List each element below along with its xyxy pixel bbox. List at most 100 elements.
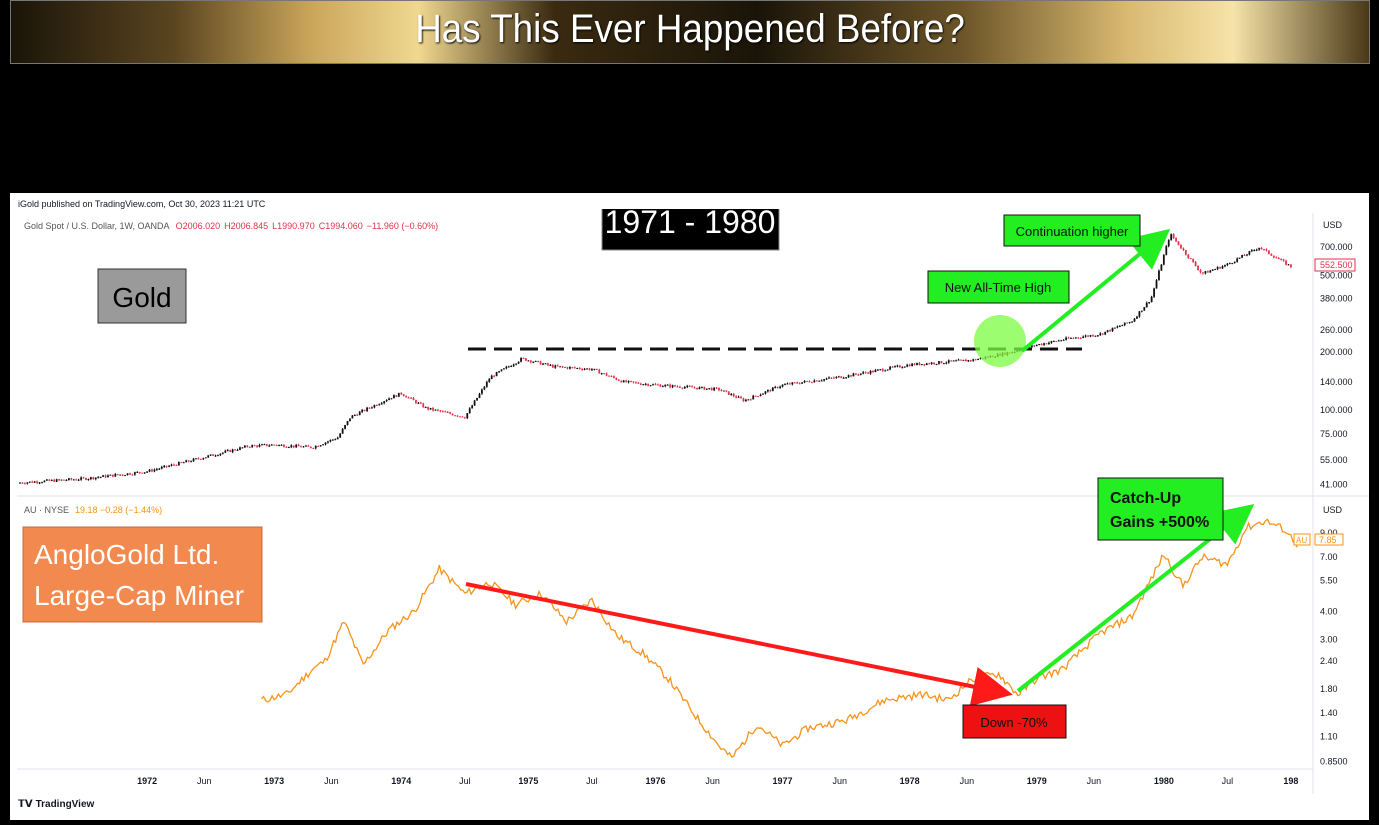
gold-candle bbox=[107, 475, 109, 478]
gold-candle bbox=[1187, 254, 1190, 258]
x-tick-8: 1976 bbox=[645, 776, 665, 786]
gold-candle bbox=[1062, 339, 1065, 341]
x-tick-9: Jun bbox=[705, 776, 720, 786]
gold-candle bbox=[116, 474, 119, 476]
gold-candle bbox=[742, 398, 745, 402]
gold-candle bbox=[666, 384, 669, 386]
gold-candle bbox=[852, 373, 855, 377]
gold-candle bbox=[534, 360, 537, 362]
gold-candle bbox=[947, 360, 950, 363]
gold-candle bbox=[175, 464, 178, 466]
gold-candle bbox=[788, 383, 791, 385]
gold-candle bbox=[908, 364, 911, 367]
gold-candle bbox=[412, 397, 415, 401]
gold-candle bbox=[192, 458, 195, 462]
gold-candle bbox=[1216, 267, 1219, 270]
au-y-tick-2: 5.50 bbox=[1320, 576, 1338, 586]
gold-candle bbox=[527, 360, 530, 362]
gold-candle bbox=[151, 469, 153, 472]
gold-candle bbox=[476, 397, 478, 401]
gold-candle bbox=[1182, 248, 1185, 251]
gold-y-tick-1: 500.000 bbox=[1320, 270, 1353, 280]
gold-candle bbox=[581, 368, 584, 370]
gold-candle bbox=[635, 382, 637, 384]
gold-candle bbox=[383, 401, 386, 404]
gold-candle bbox=[493, 375, 496, 377]
gold-candle bbox=[199, 458, 202, 460]
gold-candle bbox=[283, 444, 285, 447]
gold-candle bbox=[708, 388, 711, 390]
gold-candle bbox=[1236, 258, 1239, 262]
gold-candle bbox=[488, 379, 491, 382]
au-last-price-tag: AU 7.85 bbox=[1293, 533, 1344, 546]
gold-candle bbox=[353, 414, 356, 416]
gold-candle bbox=[842, 377, 845, 379]
x-tick-16: 1980 bbox=[1154, 776, 1174, 786]
gold-candle bbox=[314, 445, 317, 449]
gold-candle bbox=[390, 398, 393, 400]
gold-candle bbox=[889, 366, 892, 370]
gold-candle bbox=[806, 380, 808, 382]
x-tick-11: Jun bbox=[832, 776, 847, 786]
au-down-arrow bbox=[465, 582, 1013, 707]
gold-candle bbox=[1104, 331, 1107, 335]
gold-candle bbox=[769, 390, 772, 392]
gold-candle bbox=[603, 373, 606, 375]
gold-candle bbox=[1248, 251, 1251, 255]
svg-text:Down -70%: Down -70% bbox=[980, 715, 1048, 730]
gold-candle bbox=[720, 390, 723, 392]
gold-candle bbox=[920, 364, 923, 366]
gold-candle bbox=[65, 480, 68, 482]
gold-candle bbox=[1206, 271, 1209, 273]
svg-text:Continuation higher: Continuation higher bbox=[1016, 224, 1129, 239]
gold-candle bbox=[94, 477, 97, 480]
gold-candle bbox=[938, 361, 940, 364]
gold-candle bbox=[930, 362, 933, 364]
x-tick-4: 1974 bbox=[391, 776, 411, 786]
gold-candle bbox=[854, 373, 857, 375]
gold-candle bbox=[593, 368, 596, 370]
gold-candle bbox=[1282, 259, 1285, 261]
gold-candle bbox=[774, 386, 777, 388]
gold-candle bbox=[234, 449, 236, 451]
gold-candle bbox=[815, 380, 818, 382]
gold-candle bbox=[168, 465, 170, 467]
gold-candle bbox=[547, 363, 549, 366]
gold-candle bbox=[874, 370, 877, 373]
gold-candle bbox=[1199, 269, 1202, 273]
svg-text:552.500: 552.500 bbox=[1320, 260, 1353, 270]
gold-candle bbox=[1133, 318, 1136, 322]
x-tick-2: 1973 bbox=[264, 776, 284, 786]
gold-candle bbox=[1160, 264, 1163, 271]
gold-candle bbox=[957, 359, 960, 361]
gold-candle bbox=[1167, 240, 1170, 247]
gold-candle bbox=[1231, 262, 1234, 264]
gold-candle bbox=[1226, 263, 1229, 266]
gold-candle bbox=[940, 361, 943, 364]
gold-candle bbox=[820, 380, 823, 382]
gold-candle bbox=[471, 405, 474, 409]
gold-candle bbox=[898, 365, 901, 368]
gold-series bbox=[19, 233, 1292, 485]
gold-candle bbox=[879, 369, 882, 371]
gold-candle bbox=[671, 385, 674, 388]
gold-candle bbox=[1204, 271, 1207, 274]
gold-candle bbox=[1250, 250, 1253, 252]
gold-candle bbox=[967, 360, 970, 362]
x-tick-6: 1975 bbox=[518, 776, 538, 786]
gold-candle bbox=[583, 368, 586, 370]
gold-candle bbox=[1033, 345, 1036, 347]
gold-candle bbox=[1109, 330, 1111, 332]
gold-candle bbox=[363, 409, 366, 411]
gold-candle bbox=[554, 365, 557, 368]
gold-candle bbox=[845, 377, 848, 379]
gold-candle bbox=[339, 433, 342, 438]
gold-candle bbox=[945, 362, 948, 364]
breakout-circle bbox=[974, 315, 1026, 367]
gold-candle bbox=[754, 395, 757, 397]
gold-candle bbox=[1067, 337, 1070, 339]
gold-candle bbox=[285, 446, 288, 448]
gold-candle bbox=[1099, 333, 1102, 336]
svg-text:7.85: 7.85 bbox=[1319, 535, 1337, 545]
gold-candle bbox=[373, 405, 376, 408]
